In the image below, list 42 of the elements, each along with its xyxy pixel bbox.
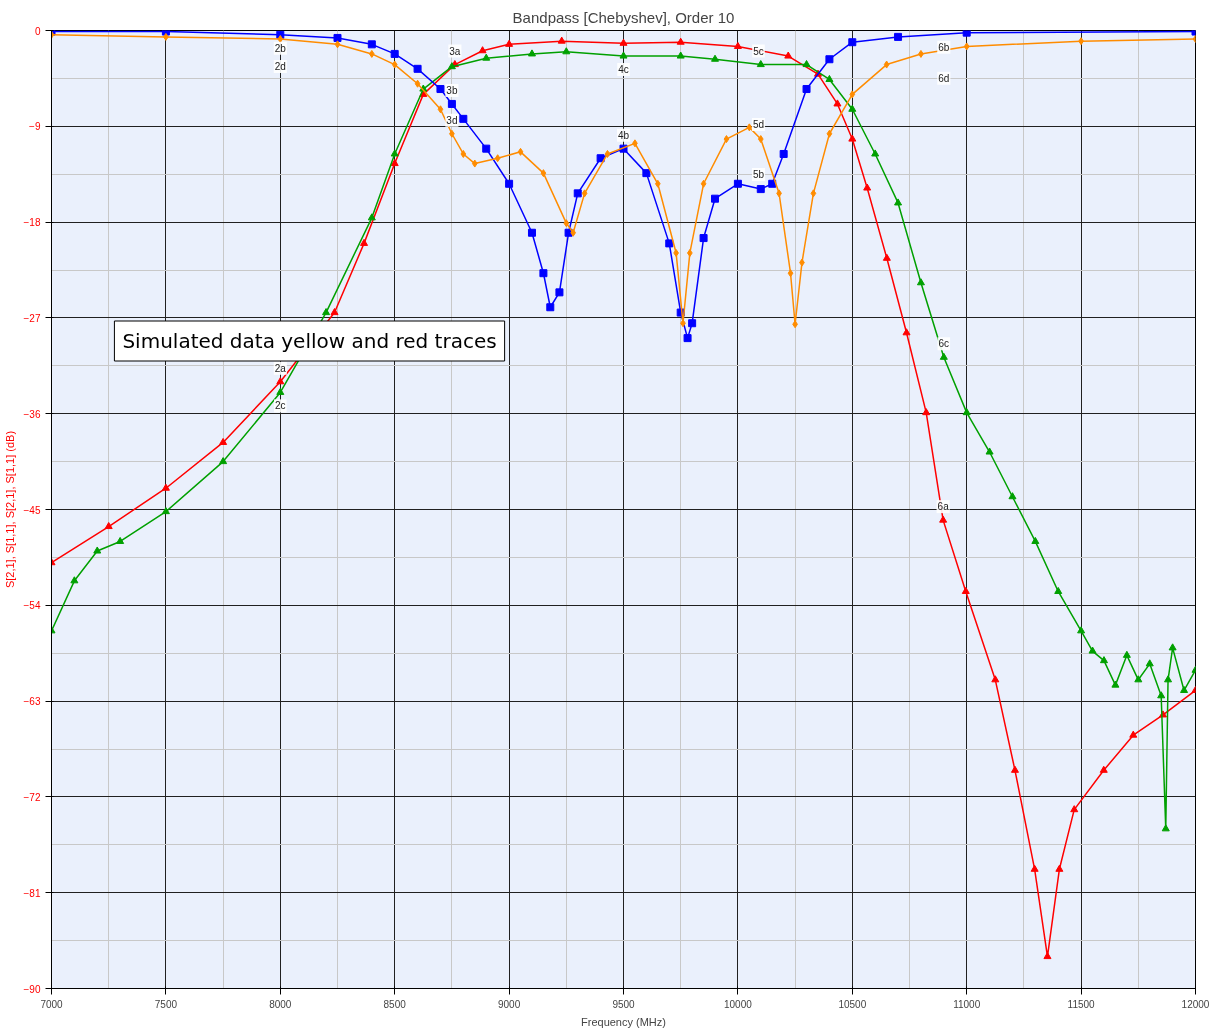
annotation: 6d <box>938 72 950 84</box>
x-tick-label: 11000 <box>953 998 981 1010</box>
chart-title: Bandpass [Chebyshev], Order 10 <box>512 8 735 26</box>
annotation: 6a <box>937 501 950 513</box>
x-axis-title: Frequency (MHz) <box>581 1015 666 1028</box>
x-tick-label: 7000 <box>40 998 64 1010</box>
y-tick-label: −63 <box>23 696 41 708</box>
x-tick-label: 10000 <box>724 998 753 1010</box>
annotation: 2c <box>275 400 286 412</box>
x-tick-label: 9500 <box>612 998 636 1010</box>
y-tick-label: −54 <box>23 600 41 612</box>
annotation: 6b <box>938 41 950 53</box>
y-tick-label: −9 <box>29 121 41 133</box>
x-tick-label: 9000 <box>497 998 521 1010</box>
annotation: 5b <box>752 169 765 181</box>
y-tick-label: −27 <box>23 312 41 324</box>
x-tick-label: 10500 <box>838 998 867 1010</box>
annotation: 2a <box>274 362 287 374</box>
annotation: 5c <box>753 45 764 57</box>
annotation: 5d <box>752 119 765 131</box>
y-tick-label: 0 <box>34 25 41 37</box>
x-tick-label: 8500 <box>383 998 407 1010</box>
y-tick-label: −18 <box>23 217 41 229</box>
annotation: 4c <box>618 64 629 76</box>
annotation: Simulated data yellow and red traces <box>122 329 497 354</box>
y-tick-label: −45 <box>23 504 41 516</box>
annotation: 2d <box>274 61 286 73</box>
x-tick-label: 7500 <box>154 998 178 1010</box>
annotation: 2b <box>274 42 287 54</box>
y-axis-title: S[2,1], S[1,1], S[2,1], S[1,1] (dB) <box>3 430 16 589</box>
y-tick-label: −72 <box>23 791 41 803</box>
annotation: 3a <box>449 45 461 57</box>
annotation: 4b <box>617 129 630 141</box>
y-tick-label: −36 <box>23 408 41 420</box>
x-tick-label: 8000 <box>269 998 292 1010</box>
annotation: 6c <box>938 338 950 350</box>
annotation: 3b <box>446 84 458 96</box>
y-tick-label: −90 <box>23 983 41 995</box>
y-tick-label: −81 <box>23 887 41 899</box>
x-tick-label: 12000 <box>1181 998 1210 1010</box>
annotation: 3d <box>446 114 458 126</box>
x-tick-label: 11500 <box>1067 998 1096 1010</box>
